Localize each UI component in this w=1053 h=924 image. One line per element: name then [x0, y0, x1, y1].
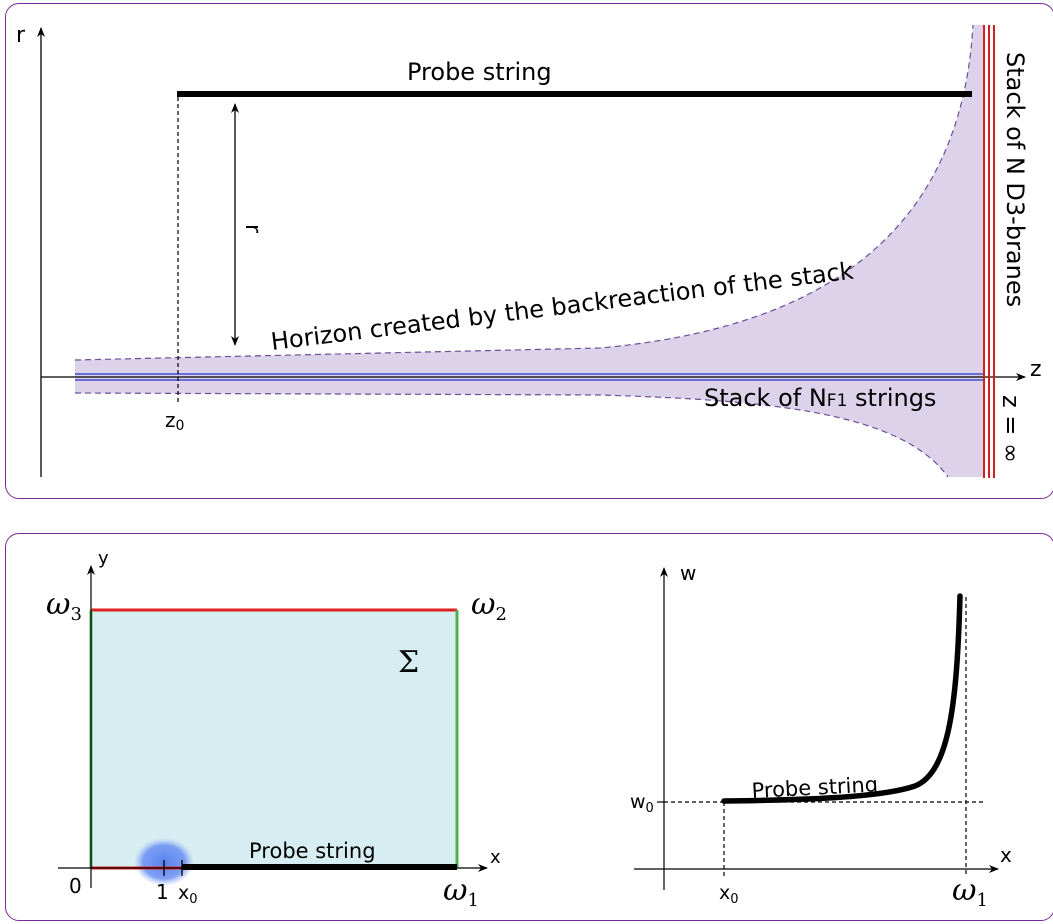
z0-label: z0: [165, 408, 184, 434]
bl-x-axis-label: x: [490, 847, 501, 868]
br-omega1-label: ω1: [952, 873, 988, 911]
r-distance-label: r: [240, 224, 265, 234]
one-label: 1: [156, 880, 169, 904]
br-w-axis-label: w: [680, 561, 696, 585]
z-axis-label: z: [1030, 357, 1042, 382]
horizon-lower-boundary: [74, 392, 949, 478]
origin-label: 0: [69, 874, 82, 898]
bl-omega1-label: ω1: [443, 873, 479, 911]
horizon-upper-boundary: [74, 24, 974, 361]
br-x0-label: x0: [719, 882, 739, 907]
br-probe-string-curve: [721, 593, 963, 804]
r-axis-label: r: [16, 23, 26, 48]
omega3-label: ω3: [46, 587, 82, 625]
sigma-region: [91, 610, 457, 868]
bl-y-axis-label: y: [98, 548, 109, 569]
br-x-axis-label: x: [1000, 843, 1012, 867]
d3-stack-label: Stack of N D3-branes: [1001, 52, 1029, 307]
z-infinity-label: z = ∞: [997, 395, 1025, 463]
sigma-label: Σ: [398, 645, 419, 680]
top-probe-string-label: Probe string: [407, 58, 552, 86]
omega2-label: ω2: [471, 587, 507, 625]
br-w0-label: w0: [630, 791, 654, 816]
f1-stack-label: Stack of NF1 strings: [704, 384, 936, 412]
bl-x0-label: x0: [178, 882, 198, 907]
horizon-region: [75, 25, 985, 477]
bl-probe-string-label: Probe string: [249, 839, 376, 863]
